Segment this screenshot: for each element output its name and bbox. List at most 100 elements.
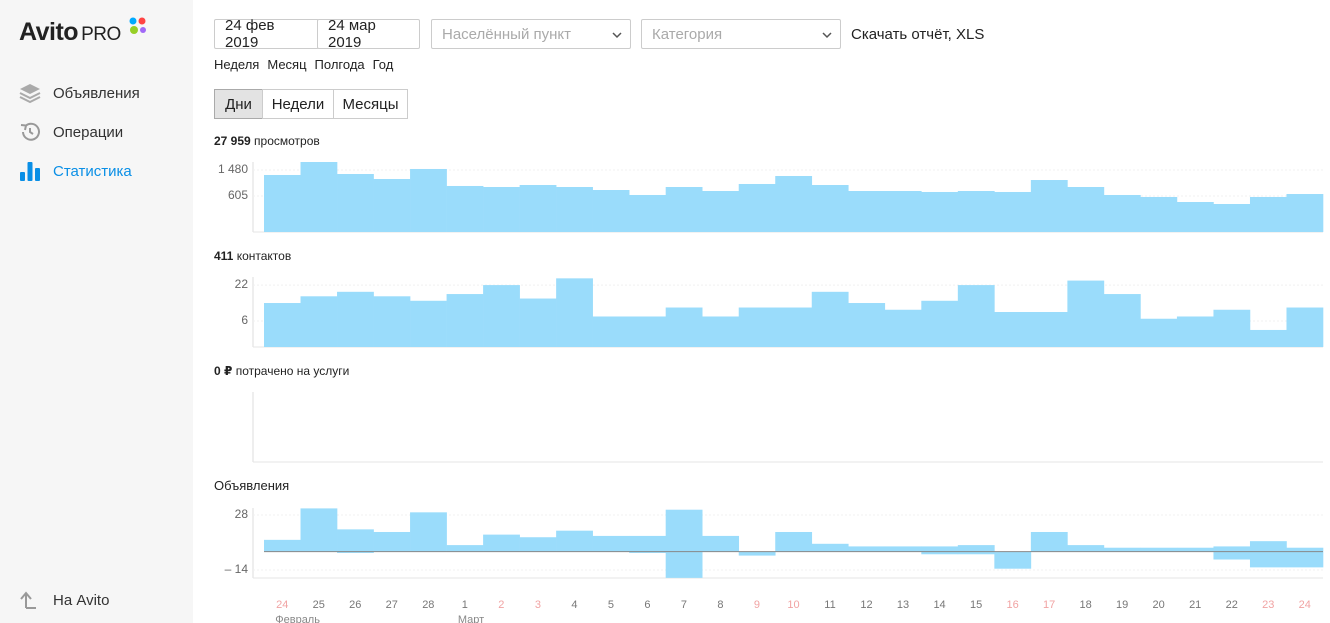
nav-item[interactable]: Объявления xyxy=(0,81,140,105)
period-link[interactable]: Неделя xyxy=(214,57,260,72)
period-link[interactable]: Год xyxy=(372,57,394,72)
bar xyxy=(702,191,740,232)
bar xyxy=(1286,194,1324,232)
granularity-tab[interactable]: Недели xyxy=(262,89,334,119)
y-tick-label: – 14 xyxy=(225,562,249,576)
x-tick-label: 3 xyxy=(535,599,541,611)
bar xyxy=(1176,316,1214,347)
bar xyxy=(775,176,813,232)
bar xyxy=(702,535,740,552)
location-select[interactable]: Населённый пункт xyxy=(431,19,631,49)
bar xyxy=(337,529,374,552)
bar xyxy=(884,191,922,232)
x-tick-label: 21 xyxy=(1189,599,1201,611)
bar xyxy=(811,543,849,552)
bar xyxy=(519,537,557,552)
bar xyxy=(1286,307,1324,347)
x-tick-label: 27 xyxy=(386,599,398,611)
logo-suffix: PRO xyxy=(81,24,121,45)
bar xyxy=(592,535,630,552)
bar xyxy=(1249,196,1287,232)
granularity-tab[interactable]: Месяцы xyxy=(333,89,408,119)
granularity-tab[interactable]: Дни xyxy=(214,89,263,119)
bar xyxy=(957,191,995,232)
chart-total: 27 959 xyxy=(214,134,251,148)
bar xyxy=(483,534,520,552)
date-to[interactable]: 24 мар 2019 xyxy=(317,17,420,51)
download-link[interactable]: Скачать отчёт, XLS xyxy=(851,26,985,43)
bar xyxy=(519,185,557,232)
bar xyxy=(629,551,666,553)
caret xyxy=(822,32,832,39)
bar xyxy=(921,551,959,555)
bar xyxy=(665,307,703,347)
category-select[interactable]: Категория xyxy=(641,19,841,49)
caret xyxy=(612,32,622,39)
bar xyxy=(811,185,849,232)
period-link[interactable]: Полгода xyxy=(314,57,365,72)
bar xyxy=(848,546,886,552)
bar xyxy=(1140,196,1178,232)
logo[interactable]: Avito PRO xyxy=(19,18,121,47)
bar xyxy=(300,296,338,347)
chart-total: 0 ₽ xyxy=(214,364,232,378)
bar xyxy=(1140,547,1178,552)
bar xyxy=(337,291,374,347)
chart-title: 27 959 просмотров xyxy=(214,134,320,148)
period-link[interactable]: Месяц xyxy=(267,57,307,72)
bar xyxy=(1103,294,1141,347)
bar xyxy=(373,179,411,232)
x-tick-label: 11 xyxy=(824,599,835,611)
bar xyxy=(300,162,338,232)
nav-icon xyxy=(20,122,40,141)
bar xyxy=(446,185,484,232)
bar xyxy=(337,551,374,553)
bar xyxy=(1249,329,1287,347)
bar xyxy=(337,174,374,232)
bar xyxy=(410,300,447,347)
chart-title: Объявления xyxy=(214,478,289,493)
bar xyxy=(702,316,740,347)
bar xyxy=(957,551,995,555)
chart-total: 411 xyxy=(214,249,234,263)
back-icon xyxy=(20,591,36,609)
bar xyxy=(264,303,301,347)
sidebar: Avito PRO Объявления Операции Статистика … xyxy=(0,0,193,623)
y-tick-label: 1 480 xyxy=(218,162,248,176)
x-tick-label: 8 xyxy=(717,599,723,611)
nav-label: Объявления xyxy=(53,84,140,102)
date-from[interactable]: 24 фев 2019 xyxy=(214,17,319,51)
bar xyxy=(1067,545,1105,552)
back-link[interactable]: На Avito xyxy=(0,588,109,612)
x-tick-label: 10 xyxy=(787,599,799,611)
bar xyxy=(1030,312,1068,347)
y-tick-label: 22 xyxy=(235,277,249,291)
nav-item[interactable]: Статистика xyxy=(0,159,132,183)
bar xyxy=(1286,551,1324,568)
bar xyxy=(1213,204,1251,232)
x-tick-label: 24 xyxy=(276,599,288,611)
chart-title: 411 контактов xyxy=(214,249,291,263)
bar xyxy=(921,191,959,232)
bar xyxy=(994,551,1032,569)
bar xyxy=(446,294,484,347)
bar xyxy=(1176,202,1214,232)
bar xyxy=(629,194,666,232)
bar xyxy=(665,186,703,232)
bar xyxy=(1067,280,1105,347)
x-tick-label: 9 xyxy=(754,599,760,611)
bar xyxy=(775,307,813,347)
x-tick-label: 16 xyxy=(1006,599,1018,611)
nav-item[interactable]: Операции xyxy=(0,120,123,144)
period-links: Неделя Месяц Полгода Год xyxy=(214,57,393,72)
bar xyxy=(921,546,959,552)
x-tick-label: 24 xyxy=(1299,599,1311,611)
bar xyxy=(848,191,886,232)
bar xyxy=(373,531,411,552)
bar xyxy=(1067,186,1105,232)
bar xyxy=(1213,309,1251,347)
x-tick-label: 12 xyxy=(860,599,872,611)
x-tick-label: 19 xyxy=(1116,599,1128,611)
